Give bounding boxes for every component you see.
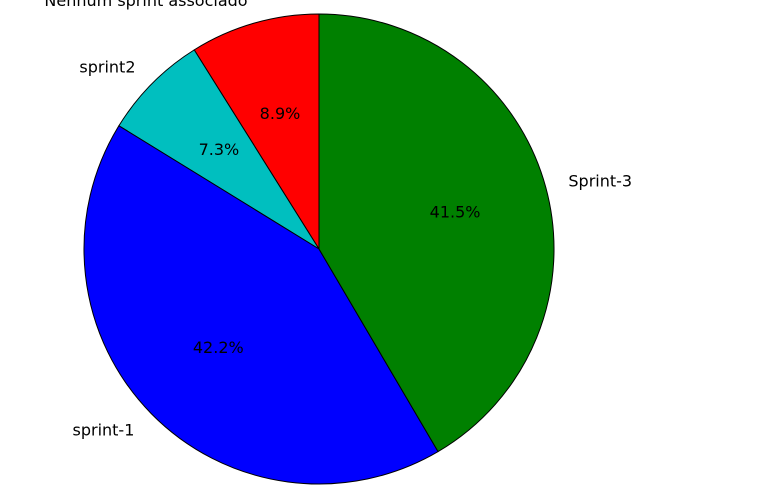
pie-slice-label-0: Nenhum sprint associado bbox=[44, 0, 247, 10]
pie-slice-label-2: sprint-1 bbox=[73, 420, 135, 439]
pie-slice-percent-1: 7.3% bbox=[199, 140, 240, 159]
pie-slice-percent-3: 41.5% bbox=[430, 203, 481, 222]
pie-wedges bbox=[83, 13, 555, 485]
pie-labels: 8.9% Nenhum sprint associado 7.3% sprint2 42… bbox=[44, 0, 632, 439]
pie-slice-1 bbox=[118, 49, 320, 250]
pie-slice-percent-0: 8.9% bbox=[260, 104, 301, 123]
pie-slice-label-3: Sprint-3 bbox=[568, 172, 632, 191]
pie-slice-label-1: sprint2 bbox=[79, 57, 135, 76]
pie-slice-3 bbox=[318, 13, 555, 453]
pie-slice-2 bbox=[83, 125, 439, 485]
pie-slice-percent-2: 42.2% bbox=[193, 338, 244, 357]
pie-slice-0 bbox=[193, 13, 320, 250]
